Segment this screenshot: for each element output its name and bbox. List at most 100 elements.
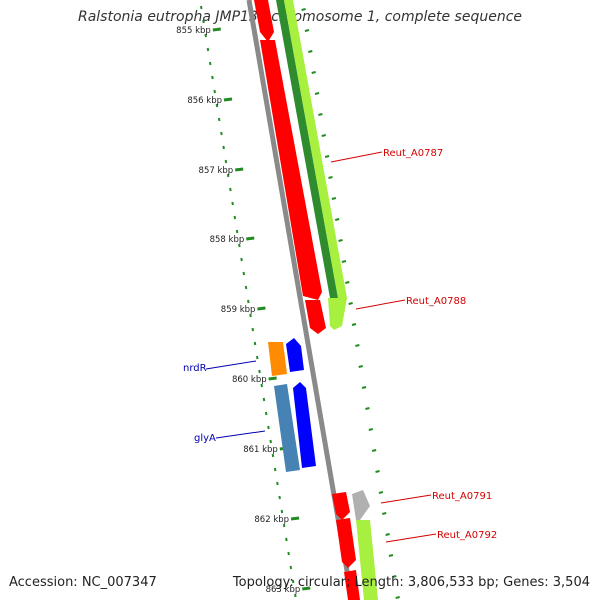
guide-dot (338, 239, 343, 242)
ruler-dot (226, 173, 230, 178)
label-reut-a0792[interactable]: Reut_A0792 (437, 530, 497, 541)
ruler-dot (224, 159, 228, 164)
ruler-dot (206, 47, 210, 52)
gene-arrow-nrdr-orange[interactable] (268, 342, 287, 376)
scale-tick-label: 858 kbp (210, 235, 245, 245)
label-glya[interactable]: glyA (194, 433, 216, 444)
ruler-dot (287, 551, 290, 556)
label-reut-a0791[interactable]: Reut_A0791 (432, 491, 492, 502)
gene-arrow-reut-a0792[interactable] (336, 518, 356, 568)
guide-dot (365, 407, 370, 410)
scale-tick (268, 376, 277, 381)
ruler-dot (264, 411, 268, 416)
scale-tick-label: 856 kbp (187, 96, 222, 106)
ruler-dot (294, 593, 297, 598)
ruler-dot (260, 383, 264, 388)
ruler-dot (258, 369, 261, 374)
guide-dot (324, 155, 330, 158)
scale-tick-label: 859 kbp (221, 305, 256, 315)
gc-bar-lightgreen (356, 520, 378, 600)
guide-dot (341, 260, 347, 263)
ruler-dot (231, 201, 234, 206)
ruler-dot (276, 481, 279, 486)
guide-dot (381, 512, 387, 515)
guide-dot (328, 176, 333, 179)
guide-dot (301, 8, 306, 11)
gene-arrow-reut-a0787[interactable] (260, 40, 322, 300)
scale-tick (235, 167, 244, 172)
ruler-dot (278, 495, 281, 500)
scale-tick (223, 97, 233, 102)
ruler-dot (251, 327, 255, 332)
guide-dot (304, 29, 310, 32)
ruler-dot (269, 439, 272, 444)
guide-dot (375, 470, 380, 473)
ruler-dot (238, 243, 241, 248)
gene-arrow-glya[interactable] (293, 382, 316, 468)
ruler-dot (204, 33, 208, 38)
ruler-dot (220, 131, 223, 136)
label-nrdr[interactable]: nrdR (183, 363, 207, 374)
ruler-dot (222, 145, 225, 150)
guide-dot (355, 344, 360, 347)
ruler-dot (240, 257, 243, 262)
scale-tick (290, 516, 300, 521)
ruler-dot (280, 509, 284, 514)
map-title: Ralstonia eutropha JMP134 chromosome 1, … (77, 9, 522, 25)
ruler-dot (291, 579, 295, 584)
ruler-dot (215, 103, 219, 108)
scale-tick (257, 306, 266, 311)
ruler-dot (249, 313, 252, 318)
gc-band-dark (276, 0, 338, 298)
label-reut-a0787[interactable]: Reut_A0787 (383, 148, 443, 159)
ruler-dot (235, 229, 239, 234)
ruler-dot (247, 299, 250, 304)
ruler-dot (262, 397, 266, 402)
ruler-dot (271, 453, 275, 458)
gene-arrow-reut-a0788[interactable] (305, 300, 326, 334)
label-line-reut-a0791 (380, 494, 432, 504)
guide-dot (311, 71, 316, 74)
ruler-dot (217, 117, 221, 122)
guide-dot (334, 218, 340, 221)
label-line-reut-a0792 (385, 533, 437, 543)
scale-tick-label: 863 kbp (266, 585, 301, 595)
guide-dot (308, 50, 313, 53)
scale-tick-label: 861 kbp (243, 445, 278, 455)
accession-text: Accession: NC_007347 (9, 575, 157, 590)
ruler-dot (253, 341, 257, 346)
gc-band-light-tail (328, 298, 347, 330)
gene-arrow-nrdr[interactable] (286, 338, 304, 372)
ruler-dot (244, 285, 248, 290)
label-line-reut-a0787 (330, 151, 383, 163)
ruler-dot (267, 425, 270, 430)
scale-tick (302, 586, 311, 591)
ruler-dot (208, 61, 212, 66)
guide-dot (388, 554, 394, 557)
gene-bar-glya-steelblue (274, 384, 300, 472)
scale-tick-label: 855 kbp (176, 26, 211, 36)
feature-tracks (246, 0, 378, 600)
ruler-dot (289, 565, 293, 570)
guide-dot (345, 281, 350, 284)
ruler-dot (211, 75, 214, 80)
label-line-reut-a0788 (355, 299, 406, 310)
label-line-nrdr (205, 360, 257, 370)
ruler-dot (255, 355, 259, 360)
gc-band-light (284, 0, 347, 298)
ruler-dot (282, 523, 286, 528)
gene-labels: Reut_A0787 Reut_A0788 nrdR glyA Reut_A07… (183, 148, 497, 543)
guide-dot (371, 449, 377, 452)
ruler-dot (213, 89, 216, 94)
scale-tick-label: 862 kbp (254, 515, 289, 525)
gc-bar-gray (352, 490, 370, 520)
gene-arrow-reut-a0791[interactable] (332, 492, 350, 520)
ruler-dot (229, 187, 232, 192)
guide-dot (361, 386, 367, 389)
guide-dot (392, 575, 397, 578)
scale-ticks: 855 kbp 856 kbp 857 kbp 858 kbp 859 kbp 860 k… (176, 26, 311, 595)
guide-dot (395, 596, 400, 599)
label-reut-a0788[interactable]: Reut_A0788 (406, 296, 466, 307)
label-line-glya (215, 430, 266, 439)
guide-dot (331, 197, 337, 200)
